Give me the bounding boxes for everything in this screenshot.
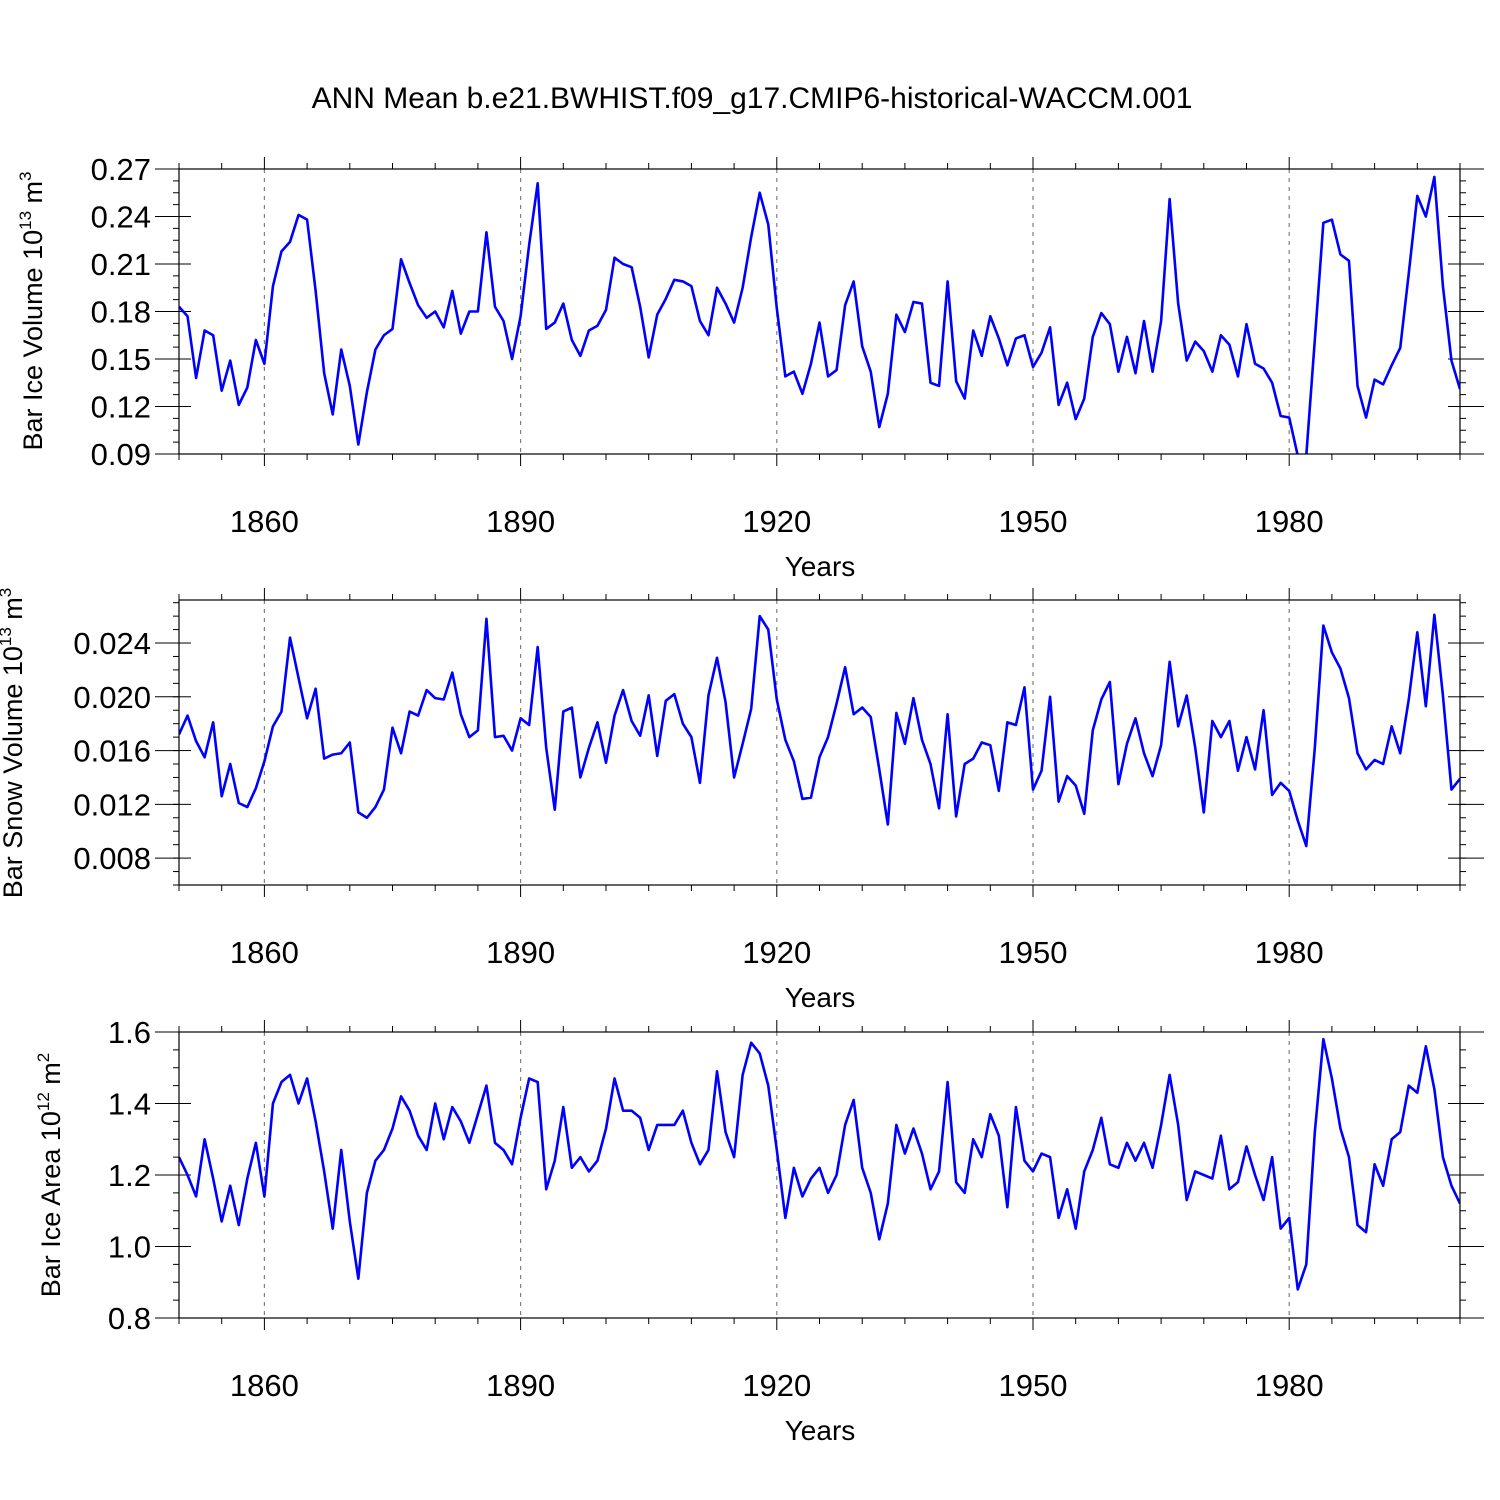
x-tick-label-1860: 1860 <box>230 504 299 539</box>
y-tick-label: 0.24 <box>91 200 151 235</box>
x-tick-label-1890: 1890 <box>486 1368 555 1403</box>
y-axis-label-unit-exponent: 2 <box>34 1053 53 1062</box>
y-tick-label: 0.020 <box>73 680 151 715</box>
y-axis-label-text: Bar Snow Volume 10 <box>0 646 28 898</box>
y-tick-label: 0.12 <box>91 390 151 425</box>
y-axis-label-exponent: 12 <box>34 1092 53 1111</box>
x-axis-label: Years <box>785 982 856 1013</box>
y-axis-label-unit-exponent: 3 <box>0 588 15 597</box>
x-tick-label-1980: 1980 <box>1255 1368 1324 1403</box>
x-tick-label-1950: 1950 <box>999 935 1068 970</box>
y-tick-label: 1.6 <box>108 1015 151 1050</box>
x-tick-label-1920: 1920 <box>742 935 811 970</box>
panel-1: 0.09 0.12 0.15 0.18 0.21 0.24 0.27 1860 1890 1920… <box>16 152 1484 582</box>
panel-2: 0.008 0.012 0.016 0.020 0.024 1860 1890 1920 195… <box>0 588 1484 1013</box>
panel-3: 0.8 1.0 1.2 1.4 1.6 1860 1890 1920 1950 1980 Years… <box>34 1015 1484 1446</box>
y-axis-label: Bar Ice Volume 1013 m3 <box>16 171 48 450</box>
y-axis-label-exponent: 13 <box>0 627 15 646</box>
y-axis-label-exponent: 13 <box>16 211 35 230</box>
y-axis-label-unit: m <box>36 1062 66 1092</box>
y-tick-label: 0.024 <box>73 626 151 661</box>
plot-frame <box>178 1031 1461 1319</box>
x-tick-label-1920: 1920 <box>742 1368 811 1403</box>
y-tick-label: 0.27 <box>91 152 151 187</box>
y-tick-label: 1.0 <box>108 1230 151 1265</box>
y-tick-label: 0.09 <box>91 437 151 472</box>
y-tick-label: 0.8 <box>108 1301 151 1336</box>
y-tick-label: 0.18 <box>91 295 151 330</box>
y-axis-label-unit-exponent: 3 <box>16 171 35 180</box>
x-tick-label-1890: 1890 <box>486 504 555 539</box>
y-tick-label: 0.012 <box>73 787 151 822</box>
series-line-3 <box>179 1037 1460 1291</box>
series-line-1 <box>179 175 1460 454</box>
x-tick-label-1890: 1890 <box>486 935 555 970</box>
series-line-2 <box>179 613 1460 848</box>
plot-frame <box>178 599 1461 886</box>
x-axis-label: Years <box>785 1415 856 1446</box>
x-tick-label-1920: 1920 <box>742 504 811 539</box>
x-tick-label-1980: 1980 <box>1255 935 1324 970</box>
y-tick-label: 0.21 <box>91 247 151 282</box>
figure-title: ANN Mean b.e21.BWHIST.f09_g17.CMIP6-hist… <box>312 82 1193 115</box>
y-tick-label: 0.15 <box>91 342 151 377</box>
y-axis-label-text: Bar Ice Volume 10 <box>18 230 48 451</box>
y-axis-label: Bar Snow Volume 1013 m3 <box>0 588 28 899</box>
plot-frame <box>178 168 1461 455</box>
x-tick-label-1860: 1860 <box>230 935 299 970</box>
x-tick-label-1950: 1950 <box>999 504 1068 539</box>
x-tick-label-1860: 1860 <box>230 1368 299 1403</box>
y-axis-label-unit: m <box>18 181 48 211</box>
y-axis-label-text: Bar Ice Area 10 <box>36 1111 66 1297</box>
x-axis-label: Years <box>785 551 856 582</box>
x-tick-label-1950: 1950 <box>999 1368 1068 1403</box>
y-axis-label: Bar Ice Area 1012 m2 <box>34 1053 66 1298</box>
y-tick-label: 0.016 <box>73 734 151 769</box>
y-tick-label: 1.4 <box>108 1087 151 1122</box>
x-tick-label-1980: 1980 <box>1255 504 1324 539</box>
y-tick-label: 1.2 <box>108 1158 151 1193</box>
y-axis-label-unit: m <box>0 597 28 627</box>
y-tick-label: 0.008 <box>73 841 151 876</box>
